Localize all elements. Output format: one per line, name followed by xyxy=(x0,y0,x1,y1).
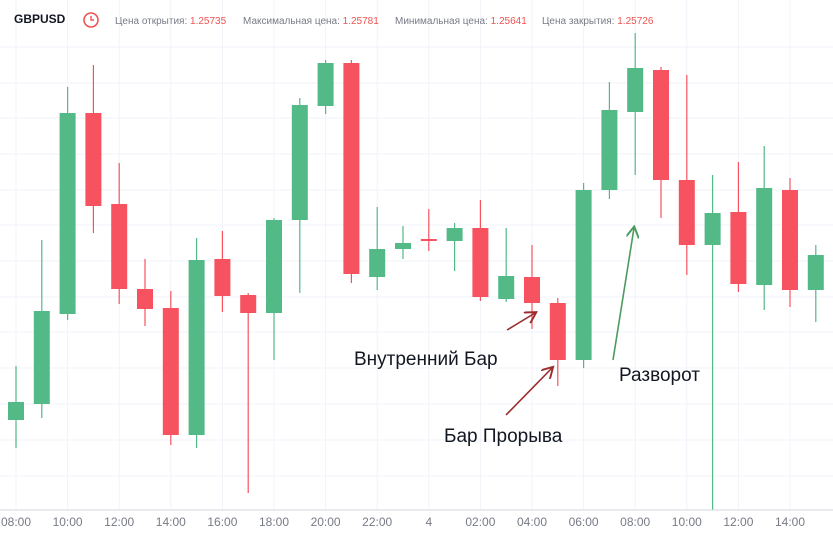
candle-body xyxy=(472,228,489,297)
x-tick-label: 14:00 xyxy=(156,515,186,529)
candle-body xyxy=(240,295,257,313)
x-tick-label: 4 xyxy=(425,515,432,529)
horizontal-grid xyxy=(0,46,833,477)
candle-body xyxy=(188,260,205,435)
candle-body xyxy=(575,190,592,360)
x-tick-label: 20:00 xyxy=(311,515,341,529)
x-axis: 08:00 10:00 12:00 14:00 16:00 18:00 20:00 22:00… xyxy=(1,515,805,529)
x-tick-label: 18:00 xyxy=(259,515,289,529)
candle-body xyxy=(59,113,76,314)
candle-body xyxy=(730,212,747,284)
arrow xyxy=(612,228,634,361)
arrow xyxy=(506,313,535,331)
arrow xyxy=(505,368,552,416)
candle-body xyxy=(395,243,411,249)
candle-body xyxy=(756,188,773,285)
candle-body xyxy=(111,204,128,289)
x-tick-label: 02:00 xyxy=(465,515,495,529)
annotation: Внутренний Бар xyxy=(354,349,498,370)
header-open: Цена открытия: 1.25735 xyxy=(115,16,227,27)
x-tick-label: 12:00 xyxy=(104,515,134,529)
candle-body xyxy=(343,63,360,274)
candle-body xyxy=(317,63,334,106)
candle-body xyxy=(807,255,824,290)
candle-body xyxy=(782,190,798,290)
candle-body xyxy=(653,70,669,180)
candle-body xyxy=(369,249,386,277)
x-tick-label: 04:00 xyxy=(517,515,547,529)
x-tick-label: 06:00 xyxy=(569,515,599,529)
x-tick-label: 08:00 xyxy=(1,515,31,529)
candle-body xyxy=(33,311,50,404)
candles xyxy=(8,33,824,510)
candle-body xyxy=(704,213,721,245)
candle-body xyxy=(627,68,644,112)
candle-body xyxy=(8,402,24,420)
x-tick-label: 10:00 xyxy=(672,515,702,529)
x-tick-label: 22:00 xyxy=(362,515,392,529)
candle-body xyxy=(524,277,540,303)
header-close: Цена закрытия: 1.25726 xyxy=(542,16,654,27)
x-tick-label: 16:00 xyxy=(207,515,237,529)
annotation: Бар Прорыва xyxy=(444,426,563,447)
x-tick-label: 10:00 xyxy=(53,515,83,529)
candle-body xyxy=(137,289,153,309)
candle-body xyxy=(291,105,308,220)
candle-body xyxy=(498,276,515,299)
candle-body xyxy=(85,113,102,206)
candle-body xyxy=(214,259,231,296)
header-high: Максимальная цена: 1.25781 xyxy=(243,16,379,27)
x-tick-label: 08:00 xyxy=(620,515,650,529)
clock-icon xyxy=(83,12,99,28)
symbol: GBPUSD xyxy=(14,12,66,26)
x-tick-label: 14:00 xyxy=(775,515,805,529)
candle-body xyxy=(266,220,282,313)
annotation: Разворот xyxy=(619,365,700,386)
x-tick-label: 12:00 xyxy=(723,515,753,529)
header-low: Минимальная цена: 1.25641 xyxy=(395,16,527,27)
candle-body xyxy=(420,239,437,241)
candle-body xyxy=(678,180,695,245)
candle-body xyxy=(549,303,566,360)
candle-body xyxy=(601,110,618,190)
candle-body xyxy=(446,228,463,241)
candle-body xyxy=(162,308,179,435)
